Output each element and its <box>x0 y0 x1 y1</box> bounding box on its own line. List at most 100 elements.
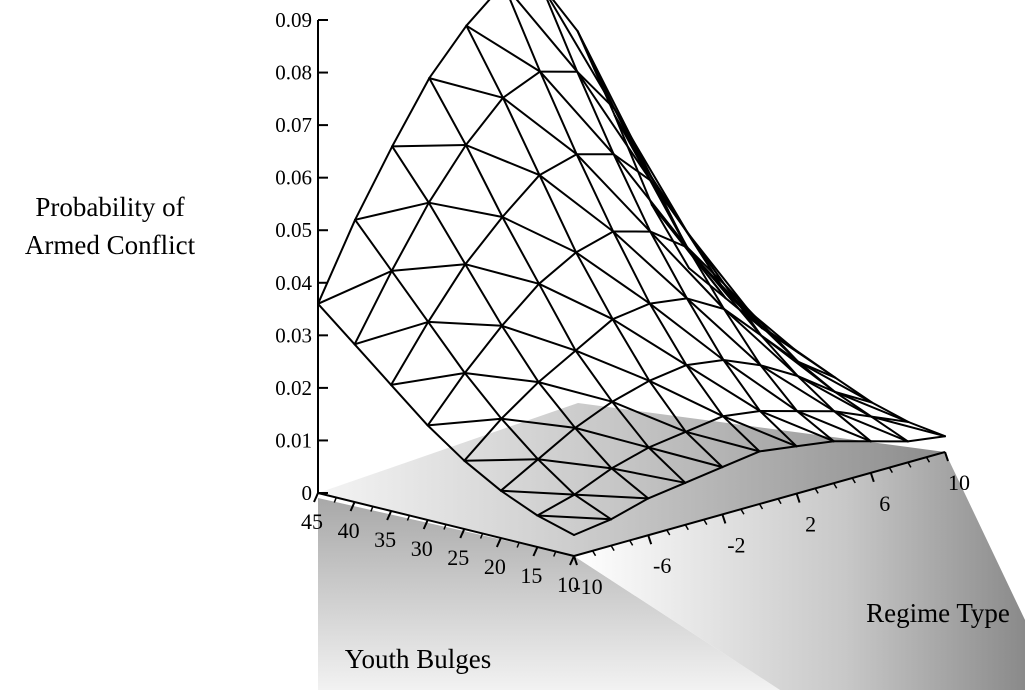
z-tick-label: 0.06 <box>275 166 312 190</box>
mesh-line-diagonal <box>499 489 576 496</box>
mesh-line-youth <box>723 308 762 367</box>
mesh-line-diagonal <box>537 458 613 470</box>
mesh-line-diagonal <box>538 174 615 233</box>
y-tick-label: 2 <box>805 512 816 537</box>
mesh-line-youth <box>574 349 614 403</box>
y-tick-label: 6 <box>879 491 890 516</box>
mesh-line-youth <box>870 401 910 423</box>
mesh-line-regime <box>501 174 541 218</box>
mesh-line-diagonal <box>611 400 687 433</box>
x-minor-tick <box>315 492 319 499</box>
x-minor-tick <box>498 537 502 544</box>
mesh-line-youth <box>538 174 578 254</box>
mesh-line-regime <box>354 145 394 221</box>
mesh-line-diagonal <box>502 96 578 156</box>
mesh-line-regime <box>537 349 577 384</box>
mesh-line-diagonal <box>501 216 578 254</box>
mesh-line-youth <box>500 324 540 384</box>
y-minor-tick <box>758 503 764 510</box>
mesh-line-youth <box>537 458 576 496</box>
x-tick-label: 20 <box>484 554 506 579</box>
mesh-line-regime <box>684 466 724 484</box>
mesh-line-diagonal <box>463 458 539 462</box>
mesh-line-regime <box>500 282 540 327</box>
mesh-line-regime <box>648 364 688 382</box>
mesh-line-regime <box>500 381 540 420</box>
z-axis-ticks: 0 0.01 0.02 0.03 0.04 0.05 0.06 0.07 0.08 0.09 <box>275 8 328 505</box>
mesh-line-regime <box>759 364 799 377</box>
mesh-line-regime <box>795 440 835 448</box>
mesh-line-youth <box>796 375 836 413</box>
mesh-line-regime <box>576 70 616 110</box>
mesh-line-regime <box>612 153 652 182</box>
mesh-line-regime <box>685 297 725 310</box>
mesh-line-regime <box>536 493 576 517</box>
mesh-line-youth <box>509 0 542 73</box>
mesh-line-youth <box>834 376 873 404</box>
mesh-line-diagonal <box>428 77 504 99</box>
mesh-line-youth <box>649 230 688 300</box>
mesh-line-regime <box>611 379 651 403</box>
z-tick-label: 0.04 <box>275 271 312 295</box>
mesh-line-diagonal <box>500 417 577 429</box>
mesh-line-regime <box>613 114 653 206</box>
mesh-line-regime <box>464 96 504 146</box>
mesh-line-regime <box>573 518 613 536</box>
y-minor-tick <box>591 550 597 557</box>
x-minor-tick <box>406 515 411 521</box>
mesh-line-diagonal <box>538 282 614 321</box>
mesh-line-youth <box>575 251 614 321</box>
mesh-line-youth <box>760 325 800 363</box>
mesh-line-diagonal <box>353 320 430 346</box>
y-tick-label: -2 <box>727 532 745 557</box>
mesh-line-diagonal <box>515 0 579 73</box>
y-tick-mark <box>944 451 949 462</box>
mesh-line-youth <box>354 218 393 272</box>
x-minor-tick <box>351 501 356 508</box>
mesh-line-diagonal <box>611 318 688 367</box>
mesh-line-diagonal <box>574 349 651 382</box>
mesh-line-youth <box>502 96 541 177</box>
mesh-line-diagonal <box>722 359 799 413</box>
x-axis-ticks: 45 40 35 30 25 20 15 10 <box>301 492 579 597</box>
mesh-line-diagonal <box>723 308 799 377</box>
y-minor-tick <box>777 498 782 505</box>
mesh-line-diagonal <box>573 493 650 500</box>
mesh-line-youth <box>611 400 650 449</box>
mesh-line-youth <box>574 426 613 470</box>
mesh-line-youth <box>833 390 873 418</box>
y-minor-tick <box>888 467 893 473</box>
y-minor-tick <box>666 529 671 536</box>
mesh-line-regime <box>551 0 579 33</box>
mesh-line-youth <box>500 417 539 461</box>
mesh-line-regime <box>610 497 650 521</box>
mesh-line-youth <box>797 351 837 379</box>
mesh-line-diagonal <box>797 360 873 404</box>
z-axis-title-line2: Armed Conflict <box>25 230 196 260</box>
surface-mesh <box>317 0 946 536</box>
mesh-line-diagonal <box>648 302 725 361</box>
x-minor-tick <box>553 551 557 557</box>
x-tick-label: 25 <box>447 545 469 570</box>
y-tick-label: 10 <box>948 470 970 495</box>
mesh-line-diagonal <box>686 246 763 337</box>
mesh-line-regime <box>574 400 614 429</box>
mesh-line-regime <box>427 144 467 204</box>
mesh-line-regime <box>427 263 467 323</box>
mesh-line-diagonal <box>536 514 613 521</box>
mesh-line-regime <box>353 269 393 346</box>
x-tick-label: 30 <box>411 536 433 561</box>
mesh-line-regime <box>684 415 724 433</box>
mesh-line-diagonal <box>684 430 761 453</box>
mesh-line-regime <box>538 251 578 285</box>
mesh-line-regime <box>722 359 762 367</box>
mesh-line-regime <box>647 430 687 449</box>
z-tick-label: 0.08 <box>275 61 312 85</box>
y-minor-tick <box>610 545 615 551</box>
y-minor-tick <box>925 456 931 463</box>
mesh-line-youth <box>759 410 798 448</box>
mesh-line-diagonal <box>613 107 689 235</box>
z-tick-label: 0 <box>302 481 313 505</box>
mesh-line-diagonal <box>685 297 762 367</box>
y-minor-tick <box>703 519 708 525</box>
